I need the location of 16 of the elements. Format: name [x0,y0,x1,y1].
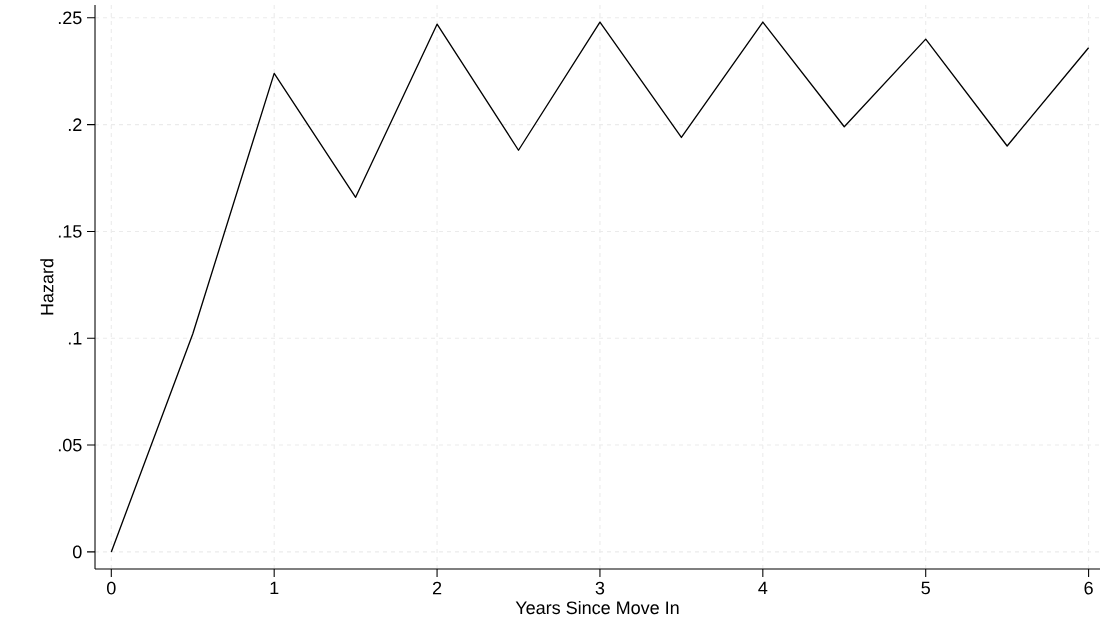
y-tick-label: .25 [58,11,82,25]
x-tick-label: 5 [921,581,930,595]
x-tick-label: 4 [758,581,768,595]
y-tick-label: .05 [58,438,82,452]
x-tick-label: 1 [270,581,279,595]
y-tick-label: .2 [68,118,82,131]
x-axis-title: Years Since Move In [515,600,679,615]
y-tick-label: 0 [73,545,82,559]
y-tick-label: .15 [58,225,82,238]
x-tick-label: 2 [432,581,442,595]
x-tick-label: 0 [107,581,116,595]
y-axis-title: Hazard [40,259,54,315]
x-tick-label: 3 [595,581,605,595]
line-series [110,21,1090,553]
y-tick-label: .1 [68,332,82,345]
x-tick-label: 6 [1084,581,1093,595]
